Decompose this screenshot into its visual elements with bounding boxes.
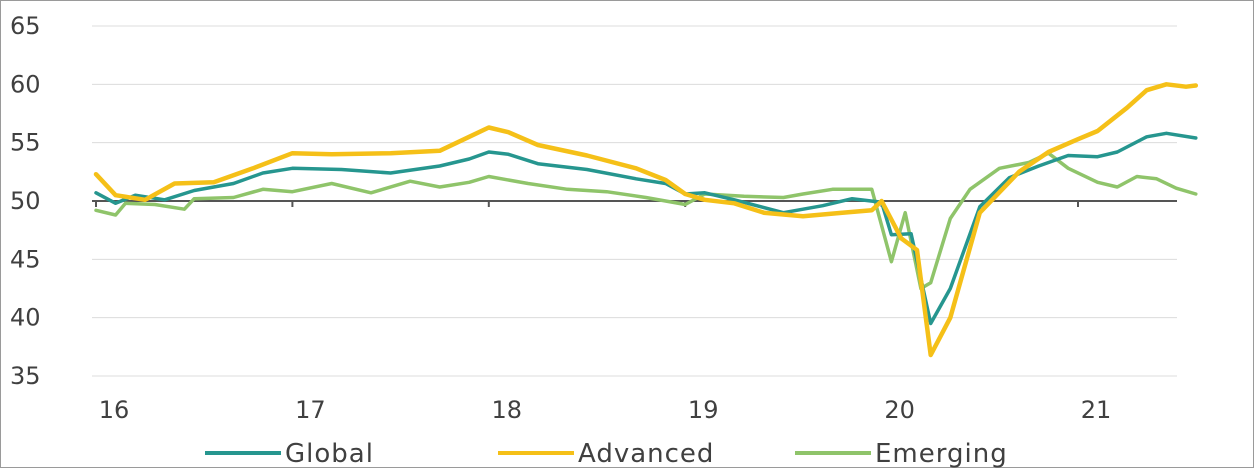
series-lines [93,82,1199,358]
x-tick-label: 16 [99,396,130,424]
legend-label: Advanced [578,439,714,469]
y-tick-label: 55 [10,129,41,157]
x-tick-label: 18 [492,396,523,424]
y-tick-label: 45 [10,245,41,273]
y-tick-label: 60 [10,70,41,98]
series-line-advanced [93,82,1199,358]
x-tick-label: 19 [688,396,719,424]
x-tick-label: 21 [1081,396,1112,424]
y-tick-label: 35 [10,362,41,390]
y-tick-label: 40 [10,304,41,332]
series-line-global [94,131,1198,326]
legend-item-emerging: Emerging [795,439,1008,469]
x-tick-label: 20 [884,396,915,424]
legend-label: Emerging [875,439,1008,469]
x-tick-label: 17 [295,396,326,424]
x-axis-ticks: 16 17 18 19 20 21 [99,396,1112,424]
y-tick-label: 65 [10,12,41,40]
legend-item-advanced: Advanced [498,439,714,469]
y-tick-label: 50 [10,187,41,215]
legend-item-global: Global [205,439,374,469]
series-line-emerging [94,151,1198,291]
y-axis-ticks: 65 60 55 50 45 40 35 [10,12,41,390]
reference-line-50 [92,200,1177,207]
legend: Global Advanced Emerging [205,439,1008,469]
legend-label: Global [285,439,374,469]
